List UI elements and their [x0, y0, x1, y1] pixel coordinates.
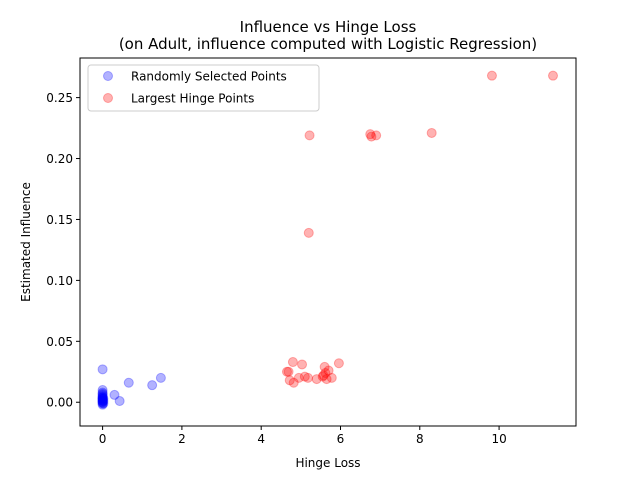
data-point	[288, 377, 299, 388]
data-point	[97, 394, 108, 405]
data-point	[97, 394, 108, 405]
data-point	[283, 366, 294, 377]
data-point	[281, 366, 292, 377]
data-point	[147, 380, 158, 391]
y-tick-label: 0.20	[46, 152, 73, 166]
data-point	[98, 396, 109, 407]
data-point	[97, 387, 108, 398]
data-point	[98, 393, 109, 404]
series-largest-hinge-points	[281, 70, 558, 388]
data-point	[97, 396, 108, 407]
data-point	[299, 371, 310, 382]
data-point	[293, 372, 304, 383]
data-point	[114, 396, 125, 407]
x-tick-label: 10	[491, 432, 506, 446]
y-tick-label: 0.00	[46, 396, 73, 410]
data-point	[97, 388, 108, 399]
points-layer	[97, 70, 558, 410]
data-point	[304, 130, 315, 141]
data-point	[97, 392, 108, 403]
data-point	[109, 389, 120, 400]
data-point	[98, 398, 109, 409]
x-tick-label: 8	[416, 432, 424, 446]
data-point	[123, 377, 134, 388]
legend-marker-random	[103, 71, 113, 81]
plot-frame	[79, 57, 577, 427]
data-point	[97, 396, 108, 407]
y-axis: 0.00 0.05 0.10 0.15 0.20 0.25	[46, 91, 80, 410]
data-point	[302, 372, 313, 383]
legend-label-largest-hinge: Largest Hinge Points	[131, 92, 254, 106]
data-point	[371, 130, 382, 141]
y-tick-label: 0.05	[46, 335, 73, 349]
data-point	[365, 129, 376, 140]
data-point	[326, 372, 337, 383]
data-point	[323, 365, 334, 376]
legend-box	[87, 64, 320, 112]
y-tick-label: 0.15	[46, 213, 73, 227]
data-point	[320, 367, 331, 378]
data-point	[426, 127, 437, 138]
x-tick-label: 2	[178, 432, 186, 446]
x-axis-label: Hinge Loss	[295, 456, 360, 470]
data-point	[311, 374, 322, 385]
data-point	[319, 361, 330, 372]
data-point	[155, 372, 166, 383]
data-point	[287, 357, 298, 368]
data-point	[297, 359, 308, 370]
data-point	[97, 393, 108, 404]
data-point	[97, 389, 108, 400]
y-axis-label: Estimated Influence	[19, 182, 33, 302]
data-point	[548, 70, 558, 81]
legend: Randomly Selected Points Largest Hinge P…	[87, 64, 320, 112]
data-point	[97, 393, 108, 404]
legend-marker-largest-hinge	[103, 93, 113, 103]
series-random-points	[97, 364, 166, 410]
data-point	[97, 364, 108, 375]
data-point	[366, 131, 377, 142]
data-point	[97, 398, 108, 409]
data-point	[97, 385, 108, 396]
data-point	[333, 358, 344, 369]
y-tick-label: 0.25	[46, 91, 73, 105]
data-point	[284, 375, 295, 386]
data-point	[321, 374, 332, 385]
data-point	[97, 392, 108, 403]
legend-label-random: Randomly Selected Points	[131, 70, 287, 84]
x-tick-label: 6	[337, 432, 345, 446]
x-axis: 0 2 4 6 8 10	[99, 426, 507, 446]
data-point	[317, 371, 328, 382]
chart-title: Influence vs Hinge Loss	[240, 18, 417, 36]
x-tick-label: 4	[257, 432, 265, 446]
y-tick-label: 0.10	[46, 274, 73, 288]
data-point	[486, 70, 497, 81]
chart-subtitle: (on Adult, influence computed with Logis…	[119, 35, 537, 53]
data-point	[97, 391, 108, 402]
x-tick-label: 0	[99, 432, 107, 446]
data-point	[318, 370, 329, 381]
data-point	[303, 227, 314, 238]
data-point	[97, 397, 108, 408]
data-point	[97, 399, 108, 410]
data-point	[97, 397, 108, 408]
